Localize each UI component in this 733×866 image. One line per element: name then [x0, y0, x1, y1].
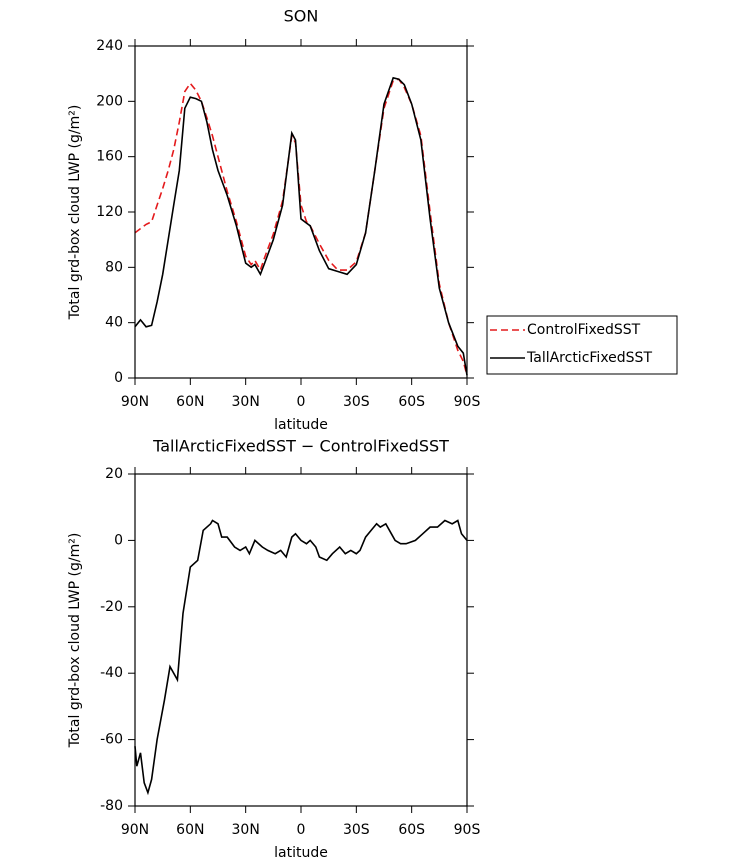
x-tick-label: 30S	[343, 394, 370, 410]
chart-title: SON	[284, 7, 319, 26]
y-tick-label: 0	[114, 370, 123, 386]
x-tick-label: 90N	[121, 822, 149, 838]
y-axis-label: Total grd-box cloud LWP (g/m²)	[67, 105, 83, 321]
y-axis-label: Total grd-box cloud LWP (g/m²)	[67, 533, 83, 749]
x-tick-label: 60S	[398, 822, 425, 838]
x-tick-label: 90S	[454, 822, 481, 838]
y-tick-label: -40	[100, 665, 123, 681]
x-tick-label: 90S	[454, 394, 481, 410]
legend-label: TallArcticFixedSST	[526, 350, 652, 366]
y-tick-label: 120	[96, 204, 123, 220]
y-tick-label: -20	[100, 599, 123, 615]
x-tick-label: 30S	[343, 822, 370, 838]
legend-label: ControlFixedSST	[527, 322, 641, 338]
x-axis-label: latitude	[274, 417, 328, 433]
y-tick-label: 20	[105, 466, 123, 482]
legend-box	[486, 315, 678, 375]
series-line	[134, 519, 468, 796]
y-tick-label: 200	[96, 93, 123, 109]
x-axis-label: latitude	[274, 845, 328, 861]
plot-frame	[134, 473, 468, 807]
x-tick-label: 60N	[176, 394, 204, 410]
chart-title: TallArcticFixedSST − ControlFixedSST	[152, 437, 449, 456]
x-tick-label: 60S	[398, 394, 425, 410]
y-tick-label: 240	[96, 38, 123, 54]
series-line	[134, 76, 468, 376]
x-tick-label: 30N	[232, 394, 260, 410]
x-tick-label: 90N	[121, 394, 149, 410]
x-tick-label: 0	[297, 394, 306, 410]
y-tick-label: 0	[114, 532, 123, 548]
x-tick-label: 60N	[176, 822, 204, 838]
x-tick-label: 30N	[232, 822, 260, 838]
y-tick-label: 40	[105, 315, 123, 331]
y-tick-label: -60	[100, 732, 123, 748]
x-tick-label: 0	[297, 822, 306, 838]
y-tick-label: 80	[105, 259, 123, 275]
y-tick-label: -80	[100, 798, 123, 814]
y-tick-label: 160	[96, 149, 123, 165]
